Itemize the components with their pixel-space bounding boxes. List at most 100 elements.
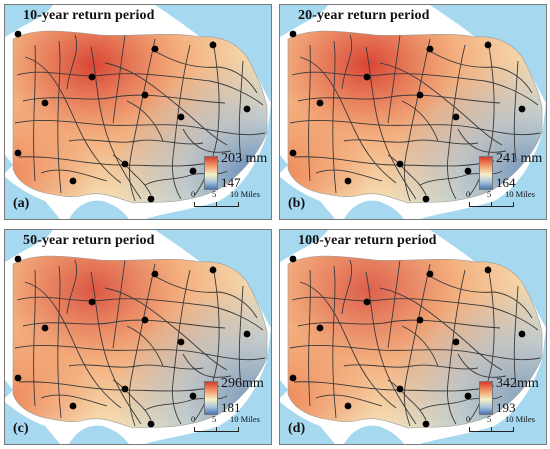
rain-gauge-station — [344, 402, 352, 410]
water-body — [69, 425, 129, 444]
scale-label-10: 10 Miles — [505, 414, 535, 424]
road — [425, 273, 533, 319]
road — [293, 381, 495, 392]
water-body — [5, 155, 13, 173]
road — [182, 128, 232, 153]
road — [401, 100, 439, 142]
land-outline — [287, 255, 543, 429]
water-body — [280, 177, 335, 219]
rain-gauge-station — [363, 298, 371, 306]
rain-gauge-station — [69, 177, 77, 185]
water-body — [5, 230, 53, 262]
color-legend: 203 mm 147 — [204, 151, 271, 197]
road — [16, 71, 264, 106]
legend-color-bar — [204, 156, 218, 190]
road — [18, 381, 220, 392]
scale-tick — [469, 427, 470, 432]
rain-gauge-station — [121, 160, 129, 168]
road — [182, 353, 232, 378]
road — [299, 281, 397, 409]
scale-label-0: 0 — [191, 189, 196, 199]
panel-title: 50-year return period — [23, 233, 155, 248]
land-outline — [12, 30, 268, 204]
scale-tick — [216, 427, 217, 432]
road — [387, 379, 427, 421]
road — [18, 156, 220, 167]
rainfall-surface — [13, 256, 267, 428]
road — [128, 38, 156, 202]
panel-title: 20-year return period — [298, 8, 430, 23]
water-body — [420, 103, 546, 219]
road — [291, 296, 539, 331]
rainfall-map — [280, 5, 546, 219]
legend-max-label: 203 mm — [221, 151, 268, 166]
road — [308, 269, 311, 407]
water-body — [420, 328, 546, 444]
panel-tag: (c) — [13, 421, 29, 436]
scale-bar: 0 5 10 Miles — [188, 414, 268, 444]
road — [172, 44, 191, 200]
rain-gauge-station — [147, 195, 155, 203]
rain-gauge-station — [452, 113, 460, 121]
road — [66, 259, 78, 315]
scale-bar: 0 5 10 Miles — [188, 189, 268, 219]
scale-tick — [469, 202, 470, 207]
road — [341, 259, 353, 315]
rain-gauge-station — [41, 324, 49, 332]
road — [40, 169, 108, 182]
panel-a: 10-year return period (a) 203 mm 147 0 5… — [4, 4, 272, 220]
rain-gauge-station — [289, 149, 297, 157]
rain-gauge-station — [88, 73, 96, 81]
scale-tick — [238, 202, 239, 207]
road — [403, 263, 431, 427]
scale-label-0: 0 — [466, 189, 471, 199]
panel-title: 10-year return period — [23, 8, 155, 23]
scale-label-5: 5 — [212, 189, 217, 199]
rain-gauge-station — [243, 330, 251, 338]
rain-gauge-station — [422, 420, 430, 428]
road — [387, 34, 401, 124]
rain-gauge-station — [141, 91, 149, 99]
road — [68, 364, 204, 370]
rain-gauge-station — [452, 338, 460, 346]
scale-tick — [194, 427, 195, 432]
scale-tick — [491, 202, 492, 207]
rain-gauge-station — [316, 324, 324, 332]
color-legend: 241 mm 164 — [479, 151, 546, 197]
road — [104, 287, 228, 371]
road — [447, 44, 466, 200]
road — [66, 34, 78, 90]
road — [315, 169, 383, 182]
panel-tag: (a) — [13, 196, 30, 211]
panel-tag: (b) — [288, 196, 306, 211]
rain-gauge-station — [151, 45, 159, 53]
rain-gauge-station — [316, 99, 324, 107]
road — [57, 40, 62, 194]
rain-gauge-station — [289, 374, 297, 382]
road — [341, 34, 353, 90]
road — [308, 44, 311, 182]
land-outline — [12, 255, 268, 429]
scale-tick — [513, 202, 514, 207]
rain-gauge-station — [416, 316, 424, 324]
scale-bar: 0 5 10 Miles — [463, 189, 543, 219]
road — [297, 319, 501, 329]
rainfall-map — [280, 230, 546, 444]
scale-label-5: 5 — [487, 189, 492, 199]
legend-color-bar — [204, 381, 218, 415]
road — [150, 273, 258, 319]
rain-gauge-station — [363, 73, 371, 81]
road — [238, 285, 244, 387]
panel-tag: (d) — [288, 421, 306, 436]
scale-tick — [513, 427, 514, 432]
road — [57, 265, 62, 419]
water-body — [280, 155, 288, 173]
road — [332, 265, 337, 419]
legend-min-label: 193 — [496, 400, 516, 415]
road — [33, 269, 36, 407]
road — [315, 394, 383, 407]
water-body — [280, 230, 328, 262]
legend-min-label: 147 — [221, 175, 241, 190]
road — [387, 154, 427, 196]
scale-label-10: 10 Miles — [230, 414, 260, 424]
